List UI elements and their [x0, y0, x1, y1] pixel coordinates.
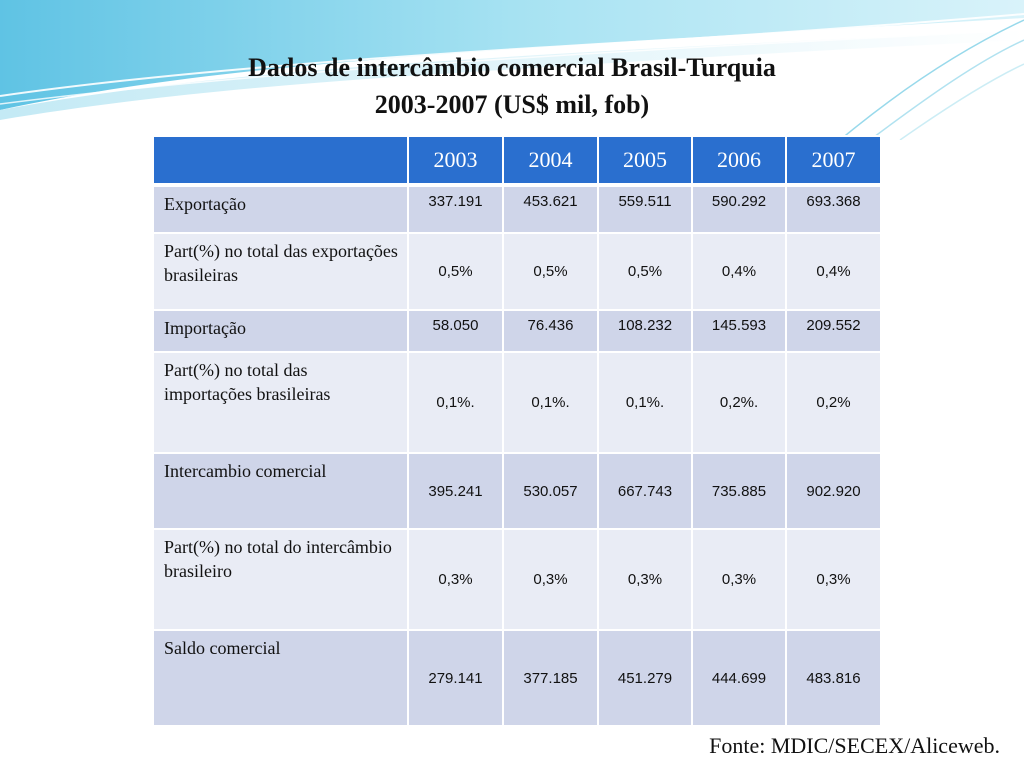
table-cell: 0,2%.	[691, 351, 787, 454]
table-cell: 377.185	[502, 629, 599, 727]
table-cell: 0,1%.	[597, 351, 693, 454]
slide-subtitle: 2003-2007 (US$ mil, fob)	[374, 90, 650, 119]
table-cell: 530.057	[502, 452, 599, 530]
table-cell: 590.292	[691, 184, 787, 234]
table-cell: 0,3%	[407, 528, 504, 631]
table-cell: 0,3%	[597, 528, 693, 631]
header-year: 2003	[407, 135, 504, 186]
table-row: Part(%) no total das exportações brasile…	[152, 232, 882, 311]
table-cell: 209.552	[785, 309, 882, 353]
row-label: Saldo comercial	[152, 629, 409, 727]
table-cell: 693.368	[785, 184, 882, 234]
row-label: Part(%) no total das exportações brasile…	[152, 232, 409, 311]
table-cell: 145.593	[691, 309, 787, 353]
table-row: Saldo comercial 279.141 377.185 451.279 …	[152, 629, 882, 727]
slide-title: Dados de intercâmbio comercial Brasil-Tu…	[248, 53, 776, 82]
table-cell: 76.436	[502, 309, 599, 353]
table-cell: 0,4%	[691, 232, 787, 311]
trade-data-table: 2003 2004 2005 2006 2007 Exportação 337.…	[152, 135, 882, 727]
row-label: Part(%) no total do intercâmbio brasilei…	[152, 528, 409, 631]
table-cell: 0,5%	[597, 232, 693, 311]
table-cell: 337.191	[407, 184, 504, 234]
table-cell: 0,3%	[785, 528, 882, 631]
row-label: Intercambio comercial	[152, 452, 409, 530]
header-year: 2007	[785, 135, 882, 186]
table-cell: 0,1%.	[407, 351, 504, 454]
header-year: 2005	[597, 135, 693, 186]
table-cell: 902.920	[785, 452, 882, 530]
table-cell: 483.816	[785, 629, 882, 727]
table-cell: 0,5%	[407, 232, 504, 311]
decorative-wave-header	[0, 0, 1024, 140]
row-label: Exportação	[152, 184, 409, 234]
header-year: 2004	[502, 135, 599, 186]
table-cell: 735.885	[691, 452, 787, 530]
table-row: Exportação 337.191 453.621 559.511 590.2…	[152, 184, 882, 234]
table-cell: 395.241	[407, 452, 504, 530]
row-label: Importação	[152, 309, 409, 353]
table-cell: 0,3%	[691, 528, 787, 631]
table-row: Part(%) no total do intercâmbio brasilei…	[152, 528, 882, 631]
table-row: Importação 58.050 76.436 108.232 145.593…	[152, 309, 882, 353]
table-cell: 0,1%.	[502, 351, 599, 454]
header-year: 2006	[691, 135, 787, 186]
table-cell: 667.743	[597, 452, 693, 530]
table-cell: 0,5%	[502, 232, 599, 311]
table-cell: 559.511	[597, 184, 693, 234]
table-cell: 279.141	[407, 629, 504, 727]
table-row: Intercambio comercial 395.241 530.057 66…	[152, 452, 882, 530]
table-header-row: 2003 2004 2005 2006 2007	[152, 135, 882, 186]
table-cell: 0,3%	[502, 528, 599, 631]
table-cell: 453.621	[502, 184, 599, 234]
row-label: Part(%) no total das importações brasile…	[152, 351, 409, 454]
table-row: Part(%) no total das importações brasile…	[152, 351, 882, 454]
table-cell: 108.232	[597, 309, 693, 353]
table-cell: 0,2%	[785, 351, 882, 454]
header-corner-cell	[152, 135, 409, 186]
table-cell: 0,4%	[785, 232, 882, 311]
table-cell: 58.050	[407, 309, 504, 353]
table-cell: 451.279	[597, 629, 693, 727]
source-note: Fonte: MDIC/SECEX/Aliceweb.	[709, 733, 1000, 758]
table-cell: 444.699	[691, 629, 787, 727]
